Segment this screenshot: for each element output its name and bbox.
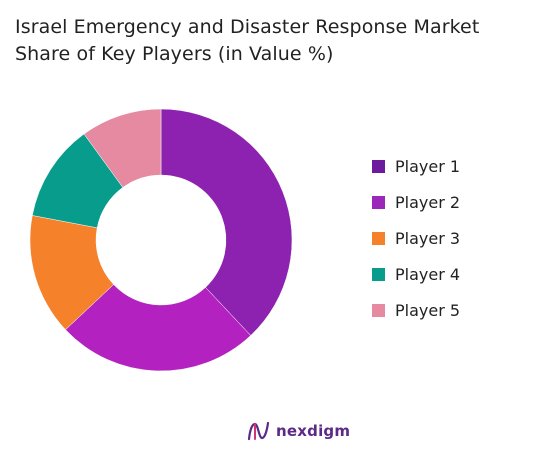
legend-item-5: Player 5 (372, 298, 532, 322)
legend-item-3: Player 3 (372, 226, 532, 250)
legend-item-2: Player 2 (372, 190, 532, 214)
donut-slice-2 (65, 284, 252, 372)
donut-slice-1 (160, 108, 293, 336)
legend-swatch (372, 195, 385, 209)
legend-item-1: Player 1 (372, 154, 532, 178)
chart-title-line-2: Share of Key Players (in Value %) (15, 43, 334, 65)
legend-swatch (372, 303, 385, 317)
logo-text: nexdigm (276, 422, 351, 440)
donut-slice-5 (83, 108, 162, 188)
legend-label: Player 2 (395, 192, 461, 212)
legend-label: Player 3 (395, 228, 461, 248)
legend-label: Player 5 (395, 300, 461, 320)
chart-title: Israel Emergency and Disaster Response M… (15, 14, 535, 68)
chart-legend: Player 1 Player 2 Player 3 Player 4 Player 5 (372, 154, 532, 334)
legend-item-4: Player 4 (372, 262, 532, 286)
legend-label: Player 1 (395, 156, 461, 176)
legend-swatch (372, 267, 385, 281)
legend-swatch (372, 159, 385, 173)
footer-logo: nexdigm (246, 418, 350, 444)
legend-label: Player 4 (395, 264, 461, 284)
chart-title-line-1: Israel Emergency and Disaster Response M… (15, 16, 480, 38)
legend-swatch (372, 231, 385, 245)
nexdigm-logo-icon (247, 421, 270, 441)
